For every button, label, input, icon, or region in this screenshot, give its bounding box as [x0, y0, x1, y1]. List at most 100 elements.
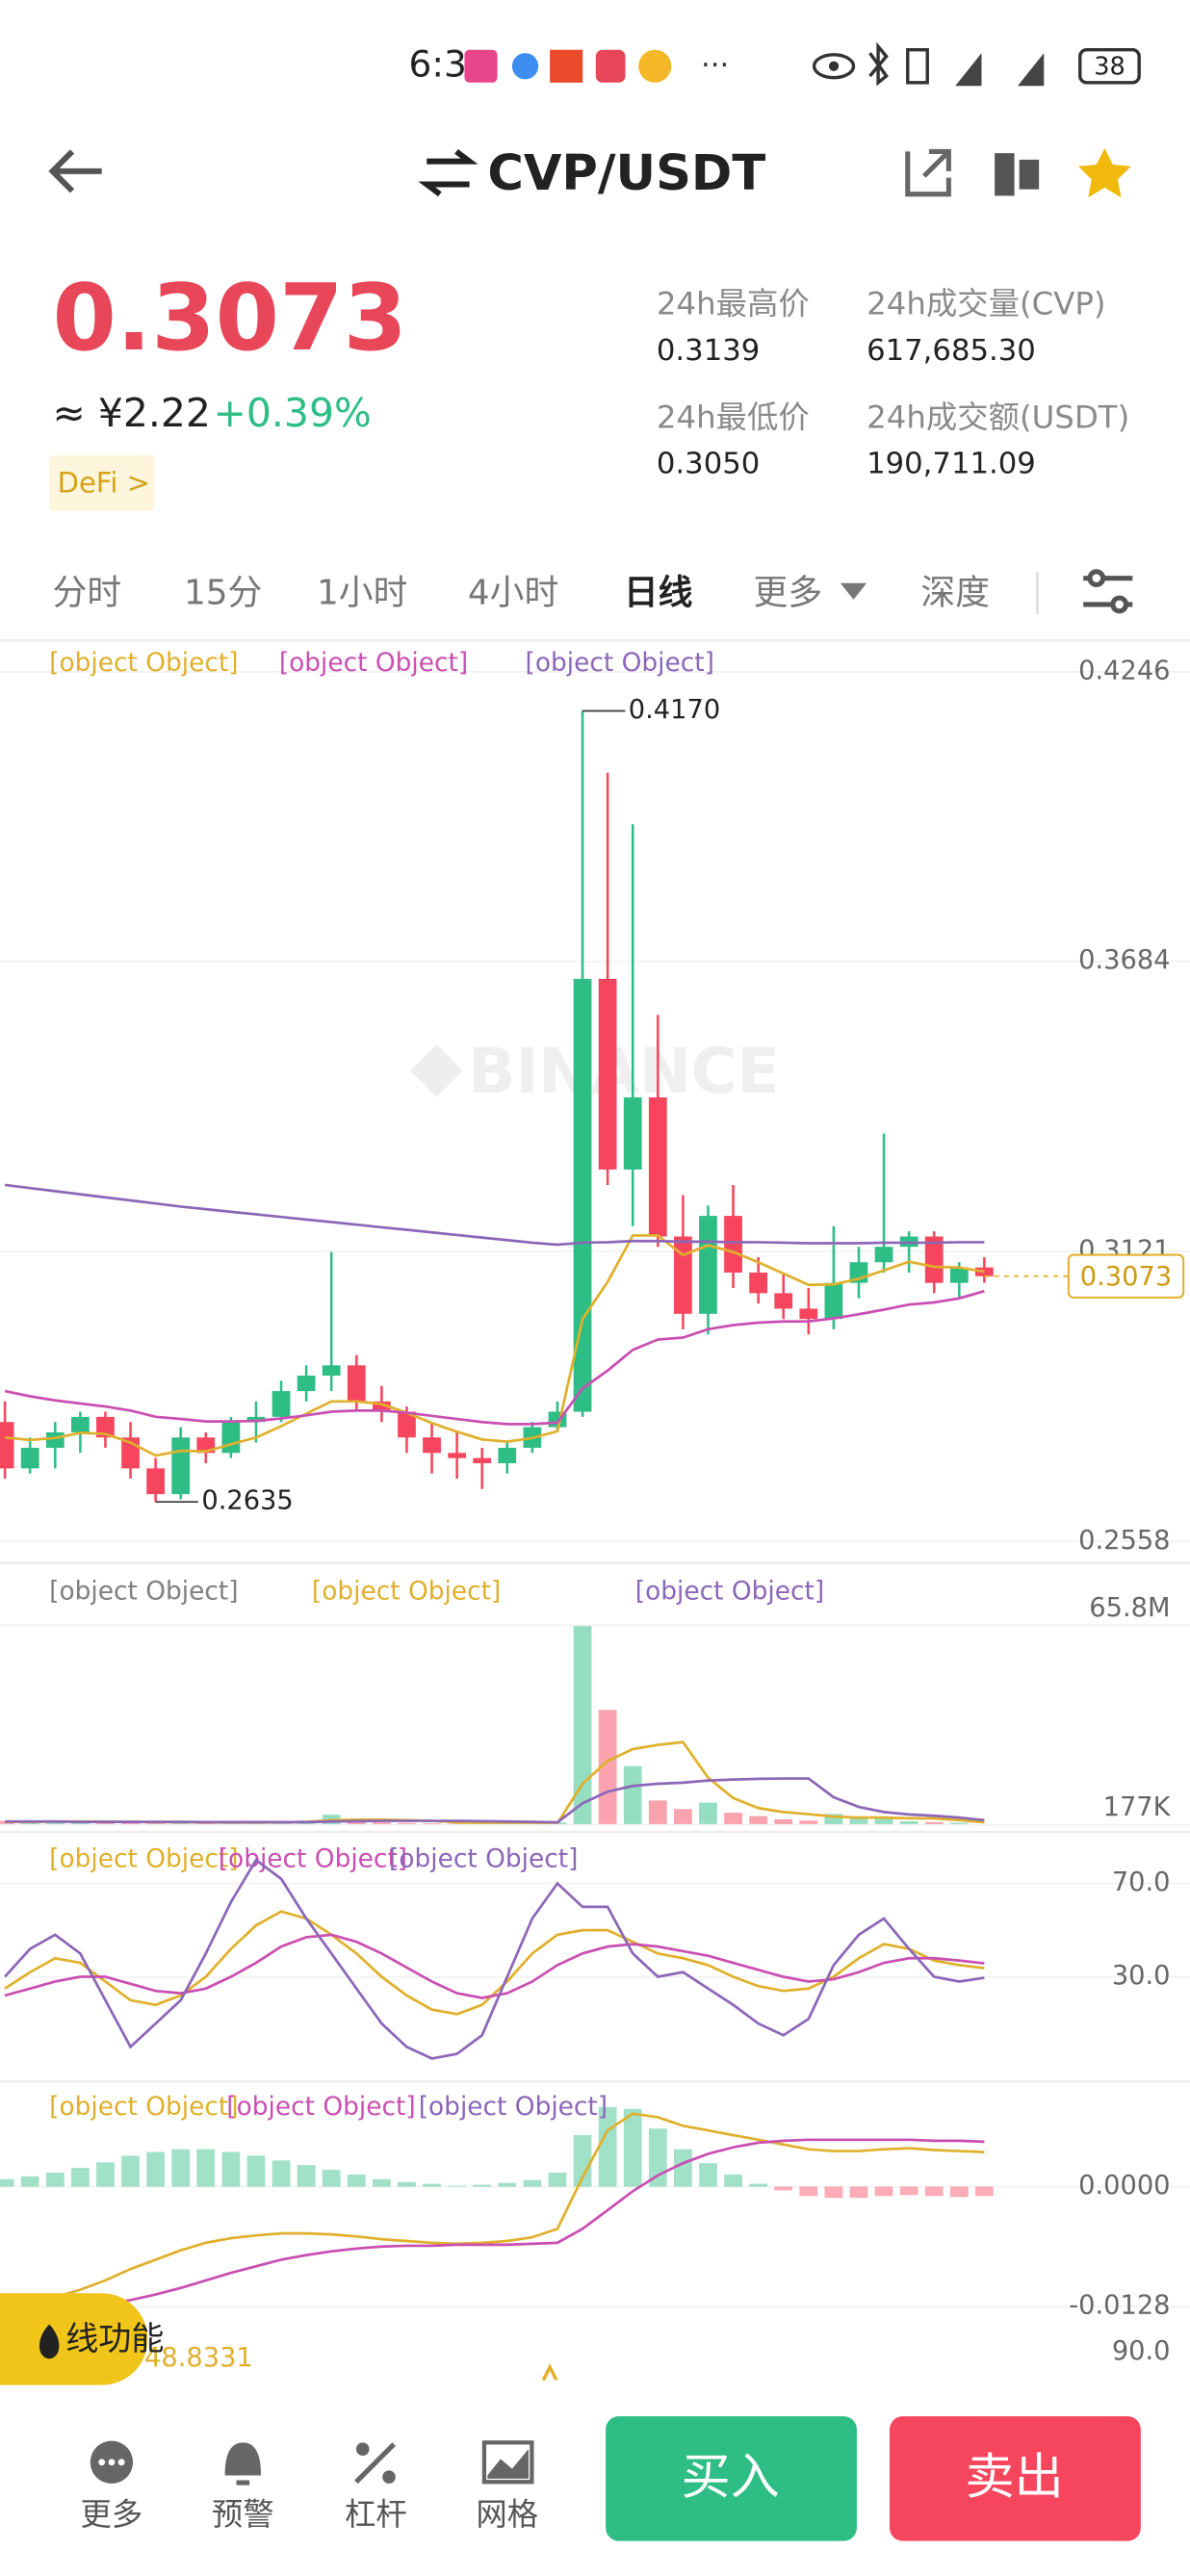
low-label: 0.2635 [201, 1486, 293, 1516]
swap-icon[interactable] [418, 149, 479, 197]
candle-body [221, 1422, 241, 1454]
macd-bar [849, 2186, 868, 2199]
compare-button[interactable] [995, 153, 1040, 196]
macd-bar [70, 2168, 90, 2187]
status-icons: ··· [464, 41, 1141, 87]
volume-bar [949, 1822, 969, 1826]
indicator-line [4, 2112, 985, 2310]
back-button[interactable] [48, 149, 102, 193]
tool-label[interactable]: 预警 [212, 2496, 274, 2533]
tab[interactable]: 1小时 [317, 574, 407, 613]
indicator-line [4, 1910, 985, 2016]
tag-box[interactable] [49, 454, 155, 511]
tab[interactable]: 日线 [624, 574, 693, 613]
candle-body [322, 1365, 341, 1377]
macd-bar [874, 2186, 893, 2197]
tab[interactable]: 深度 [920, 574, 990, 613]
macd-bar [674, 2149, 692, 2187]
indicator-line [4, 1183, 985, 1247]
y-tick-label: 0.4246 [1078, 656, 1170, 685]
macd-bar [975, 2186, 994, 2197]
watermark-logo [410, 1043, 463, 1097]
tool-label[interactable]: 网格 [476, 2496, 538, 2533]
macd-bar [548, 2172, 567, 2187]
indicator-legend: [object Object] [226, 2092, 415, 2122]
indicator-legend: [object Object] [312, 1577, 501, 1607]
float-button-label[interactable]: 线功能 [65, 2320, 164, 2358]
candle-body [724, 1216, 742, 1273]
volume-bar [70, 1820, 90, 1826]
indicator-legend: [object Object] [389, 1844, 578, 1874]
share-button[interactable] [905, 148, 951, 197]
candle-body [70, 1416, 90, 1432]
y-tick-label: 65.8M [1089, 1593, 1170, 1623]
volume-bar [372, 1822, 391, 1826]
indicator-line [5, 1777, 985, 1824]
tab[interactable]: 4小时 [468, 574, 558, 613]
macd-bar [523, 2179, 542, 2187]
candle-body [372, 1401, 391, 1412]
candle-body [573, 978, 592, 1412]
macd-bar [96, 2162, 115, 2187]
last-price: 0.3073 [53, 264, 407, 372]
sell-button[interactable] [890, 2416, 1141, 2541]
volume-bar [749, 1816, 768, 1826]
y-tick-label: 0.2558 [1078, 1526, 1170, 1556]
volume-bar [924, 1821, 944, 1826]
tool-label[interactable]: 杠杆 [345, 2496, 407, 2533]
macd-bar [121, 2155, 140, 2187]
settings-button[interactable] [1083, 569, 1133, 614]
indicator-line [5, 2138, 985, 2318]
y-tick-label: 177K [1103, 1792, 1172, 1822]
y-tick-label: 70.0 [1112, 1868, 1171, 1897]
cny-price: ≈ ¥2.22 [53, 390, 211, 436]
price-change: +0.39% [214, 390, 372, 436]
indicator-legend: [object Object] [49, 1577, 238, 1607]
macd-bar [498, 2182, 517, 2187]
candle-body [0, 1422, 14, 1469]
macd-bar [20, 2176, 39, 2187]
macd-bar [774, 2186, 793, 2191]
volume-bar [121, 1822, 140, 1826]
volume-bar [20, 1821, 39, 1826]
volume-bar [674, 1809, 692, 1826]
indicator-legend: [object Object] [49, 2092, 238, 2122]
flame-icon [39, 2324, 60, 2359]
candle-body [246, 1416, 266, 1423]
candle-body [874, 1247, 893, 1263]
pair-title: CVP/USDT [487, 145, 765, 202]
stat-value: 0.3139 [657, 334, 760, 368]
tool-label[interactable]: 更多 [81, 2496, 143, 2533]
macd-bar [949, 2186, 969, 2198]
tab[interactable]: 15分 [184, 574, 262, 613]
volume-bar [799, 1820, 818, 1826]
buy-label[interactable]: 买入 [682, 2450, 780, 2507]
volume-bar [0, 1820, 14, 1826]
tab[interactable]: 更多 [754, 574, 823, 613]
indicator-legend: [object Object] [635, 1577, 824, 1607]
candle-body [648, 1096, 667, 1237]
favorite-star[interactable] [1078, 147, 1131, 198]
next-pane-value: 48.8331 [144, 2343, 253, 2373]
stat-value: 617,685.30 [867, 334, 1036, 368]
candle-body [45, 1431, 65, 1448]
sell-label[interactable]: 卖出 [965, 2450, 1063, 2507]
volume-bar [623, 1765, 642, 1826]
candle-body [699, 1216, 717, 1314]
float-button[interactable] [0, 2293, 148, 2385]
candle-body [96, 1416, 115, 1438]
y-tick-label: 0.0000 [1078, 2171, 1170, 2201]
buy-button[interactable] [606, 2416, 857, 2541]
macd-bar [824, 2186, 843, 2199]
candle-body [272, 1391, 291, 1417]
macd-bar [749, 2183, 768, 2187]
volume-bar [96, 1821, 115, 1826]
candle-body [975, 1267, 994, 1276]
tab[interactable]: 分时 [53, 574, 122, 613]
sector-tag[interactable]: DeFi > [58, 466, 150, 499]
macd-bar [799, 2186, 818, 2197]
stat-label: 24h最低价 [657, 399, 810, 435]
macd-bar [272, 2160, 291, 2187]
expand-caret[interactable] [541, 2363, 558, 2382]
